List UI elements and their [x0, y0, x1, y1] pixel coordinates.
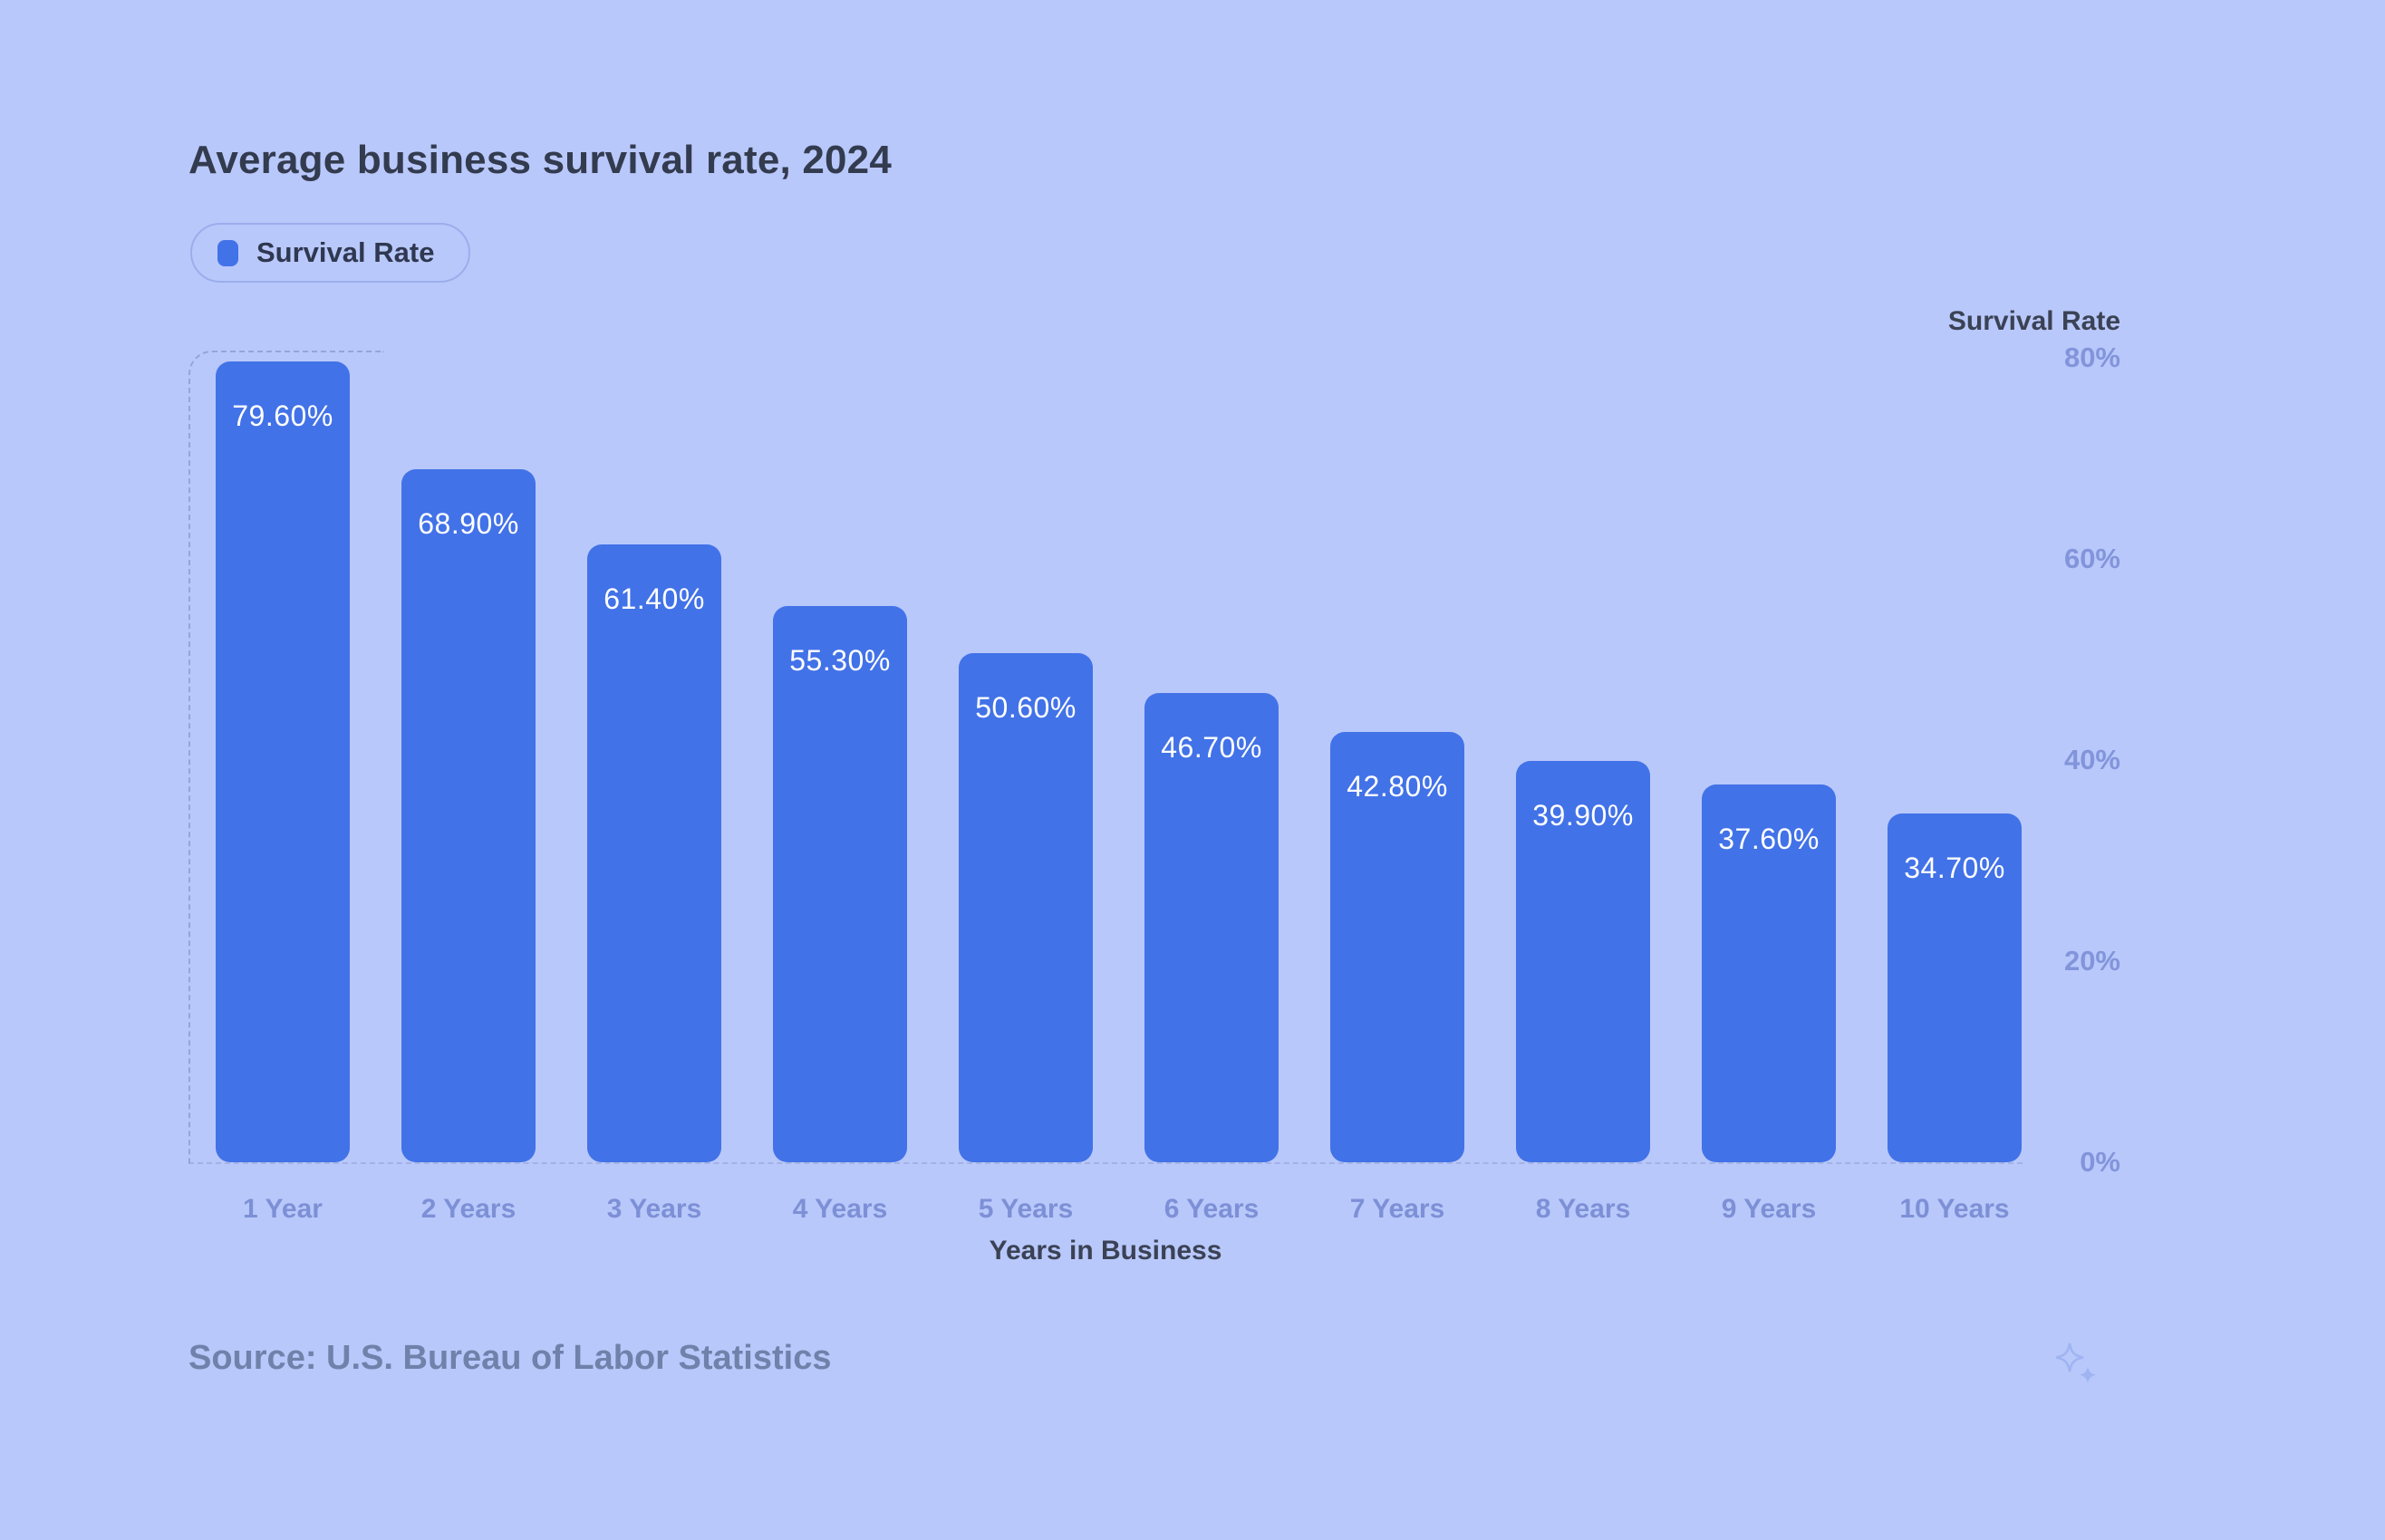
bar-6-years[interactable]: 46.70% [1144, 693, 1279, 1162]
bar-value-label: 55.30% [789, 644, 891, 677]
chart-title: Average business survival rate, 2024 [188, 138, 893, 182]
x-tick-label-6: 6 Years [1164, 1194, 1260, 1224]
sparkle-icon [2050, 1341, 2106, 1398]
bar-value-label: 37.60% [1718, 823, 1820, 855]
x-tick-label-10: 10 Years [1899, 1194, 2010, 1224]
x-tick-label-4: 4 Years [792, 1194, 888, 1224]
bar-8-years[interactable]: 39.90% [1516, 761, 1650, 1162]
bar-value-label: 34.70% [1904, 852, 2005, 884]
bar-5-years[interactable]: 50.60% [959, 653, 1093, 1162]
bar-value-label: 79.60% [232, 399, 333, 432]
y-tick-label-80%: 80% [2063, 342, 2120, 373]
bar-value-label: 50.60% [975, 691, 1077, 724]
bar-value-label: 42.80% [1347, 770, 1448, 803]
bar-value-label: 61.40% [603, 582, 705, 615]
x-tick-label-2: 2 Years [420, 1194, 517, 1224]
bar-4-years[interactable]: 55.30% [773, 606, 907, 1162]
source-note: Source: U.S. Bureau of Labor Statistics [188, 1339, 832, 1377]
bar-value-label: 39.90% [1532, 799, 1634, 832]
x-tick-label-3: 3 Years [606, 1194, 702, 1224]
legend-swatch-icon [217, 239, 238, 266]
bar-10-years[interactable]: 34.70% [1888, 813, 2022, 1162]
x-tick-label-5: 5 Years [978, 1194, 1074, 1224]
bar-1-year[interactable]: 79.60% [216, 361, 350, 1162]
y-tick-label-40%: 40% [2063, 744, 2120, 775]
legend-pill[interactable]: Survival Rate [190, 223, 471, 283]
legend-label: Survival Rate [256, 236, 435, 268]
bar-9-years[interactable]: 37.60% [1702, 784, 1836, 1162]
x-tick-label-8: 8 Years [1535, 1194, 1631, 1224]
y-tick-label-60%: 60% [2063, 543, 2120, 574]
bar-3-years[interactable]: 61.40% [587, 544, 721, 1162]
x-tick-label-7: 7 Years [1349, 1194, 1445, 1224]
x-tick-label-9: 9 Years [1721, 1194, 1817, 1224]
plot-area: 79.60% 68.90% 61.40% 55.30% 50.60% 46.70% 42.8… [188, 351, 2023, 1164]
y-tick-label-0%: 0% [2080, 1146, 2120, 1178]
y-axis-title: Survival Rate [1947, 306, 2120, 336]
bar-7-years[interactable]: 42.80% [1330, 732, 1464, 1162]
y-tick-label-20%: 20% [2063, 945, 2120, 977]
x-axis-baseline [188, 1162, 2023, 1164]
bar-value-label: 46.70% [1161, 731, 1262, 764]
x-tick-label-1: 1 Year [243, 1194, 323, 1224]
bar-2-years[interactable]: 68.90% [401, 469, 536, 1162]
x-axis-title: Years in Business [989, 1236, 1222, 1266]
bar-value-label: 68.90% [418, 507, 519, 540]
